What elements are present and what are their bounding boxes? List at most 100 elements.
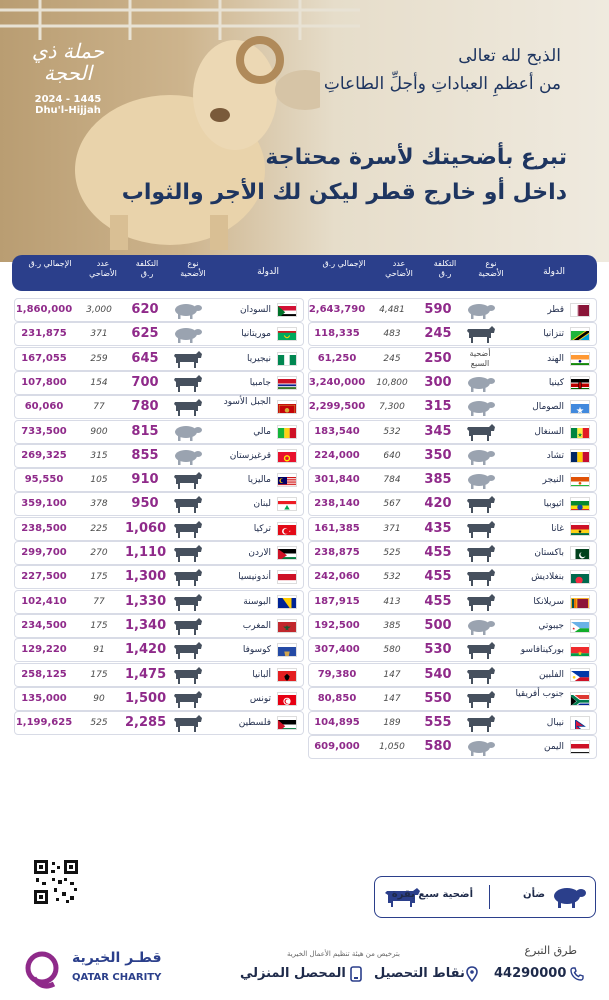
table-row: أندونيسيا 1,300 175 227,500 — [14, 565, 304, 590]
row-cost: 350 — [424, 447, 452, 463]
cow-icon — [173, 545, 203, 562]
flag-malaysia-icon — [277, 473, 297, 488]
table-row: السنغال 345 532 183,540 — [308, 419, 597, 444]
flag-pakistan-icon — [570, 546, 590, 560]
flag-kenya-icon — [570, 375, 590, 390]
row-count: 371 — [383, 523, 401, 534]
row-country: نيجيريا — [247, 353, 271, 364]
row-country: تنزانيا — [543, 329, 564, 340]
table-row: كينيا 300 10,800 3,240,000 — [308, 370, 597, 395]
flag-gambia-icon — [277, 375, 297, 390]
qr-code[interactable] — [32, 858, 80, 906]
flag-qatar-icon — [570, 303, 590, 317]
row-country: باكستان — [534, 548, 564, 558]
row-count: 371 — [90, 329, 108, 340]
row-count: 189 — [383, 718, 401, 729]
flag-sudan-icon — [277, 303, 297, 317]
row-total: 102,410 — [21, 595, 67, 607]
table-row: السودان 620 3,000 1,860,000 — [14, 298, 304, 322]
row-count: 245 — [383, 353, 401, 364]
row-cost: 2,285 — [125, 715, 167, 731]
row-country: الصومال — [532, 402, 564, 413]
hero-line-1: الذبح لله تعالى — [458, 46, 561, 66]
table-row: غانا 435 371 161,385 — [308, 516, 597, 541]
row-cost: 1,060 — [125, 520, 167, 536]
table-row: بوركينافاسو 530 580 307,400 — [308, 638, 597, 663]
row-country: جنوب أفريقيا — [515, 688, 564, 699]
cow-icon — [173, 374, 203, 392]
phone-number-link[interactable]: 44290000 — [494, 966, 566, 981]
fence-graphic — [0, 0, 360, 40]
row-count: 7,300 — [379, 402, 405, 413]
flag-jordan-icon — [277, 546, 297, 560]
row-country: غانا — [551, 523, 564, 534]
row-cost: 555 — [424, 715, 452, 731]
row-country: الهند — [547, 353, 564, 364]
collection-points-link[interactable]: نقاط التحصيل — [374, 966, 465, 981]
row-country: تشاد — [546, 450, 564, 461]
row-count: 4,481 — [379, 305, 405, 315]
row-count: 378 — [90, 499, 108, 510]
row-count: 385 — [383, 620, 401, 631]
home-collector-link[interactable]: المحصل المنزلي — [240, 966, 346, 981]
row-cost: 435 — [424, 520, 452, 536]
row-total: 104,895 — [314, 717, 360, 729]
row-cost: 590 — [424, 302, 452, 317]
row-total: 238,875 — [314, 547, 360, 558]
row-count: 259 — [90, 353, 108, 364]
row-cost: 455 — [424, 545, 452, 560]
row-country: السنغال — [534, 426, 564, 437]
row-cost: 385 — [424, 472, 452, 488]
row-cost: 245 — [424, 326, 452, 342]
row-country: موريتانيا — [241, 329, 271, 340]
row-total: 2,643,790 — [308, 304, 366, 315]
row-cost: 345 — [424, 423, 452, 439]
flag-niger-icon — [570, 473, 590, 488]
row-country: اثيوبيا — [543, 499, 564, 510]
phone-number: 44290000 — [494, 966, 567, 981]
hero-headline-2: داخل أو خارج قطر ليكن لك الأجر والثواب — [121, 180, 567, 205]
header-country-right: الدولة — [543, 267, 565, 277]
row-count: 225 — [90, 523, 108, 534]
hero-headline-1: تبرع بأضحيتك لأسرة محتاجة — [265, 145, 567, 170]
flag-senegal-icon — [570, 424, 590, 439]
hero-line-2: من أعظمِ العباداتِ وأجلِّ الطاعاتِ — [323, 74, 561, 94]
table-row: النيجر 385 784 301,840 — [308, 468, 597, 493]
row-cost: 300 — [424, 374, 452, 390]
cow-icon — [385, 888, 420, 907]
collection-points-label: نقاط التحصيل — [374, 966, 465, 981]
qatar-charity-logo: قطـر الخيرية QATAR CHARITY — [20, 950, 170, 990]
row-total: 258,125 — [21, 668, 67, 680]
table-row: الصومال 315 7,300 2,299,500 — [308, 395, 597, 420]
row-country: أندونيسيا — [238, 572, 271, 583]
row-cost: 625 — [131, 326, 159, 342]
header-total-right: الإجمالي ر.ق — [322, 259, 366, 268]
row-count: 3,000 — [86, 305, 112, 315]
row-total: 307,400 — [314, 644, 360, 656]
cow-icon — [466, 326, 496, 344]
row-country: قرغيزستان — [229, 450, 271, 461]
header-type-right: نوع الأضحية — [478, 259, 504, 278]
row-total: 234,500 — [21, 619, 67, 631]
row-total: 118,335 — [314, 328, 360, 340]
row-country: جامبيا — [249, 377, 271, 388]
flag-yemen-icon — [570, 740, 590, 755]
row-count: 77 — [93, 596, 105, 607]
header-count-left: عدد الأضاحي — [89, 259, 117, 278]
flag-ghana-icon — [570, 521, 590, 536]
legend-cow-label: أضحية سبع بقرة — [391, 889, 473, 900]
sheep-icon — [466, 472, 496, 490]
row-count: 175 — [90, 620, 108, 631]
row-total: 1,860,000 — [15, 304, 73, 315]
row-total: 167,055 — [21, 352, 67, 364]
row-total: 79,380 — [317, 668, 357, 680]
row-cost: 455 — [424, 569, 452, 585]
sheep-icon — [554, 888, 586, 908]
logo-text-en: QATAR CHARITY — [72, 972, 162, 983]
row-country: اليمن — [543, 742, 564, 753]
legend-divider — [489, 885, 490, 909]
table-row: نيبال 555 189 104,895 — [308, 711, 597, 736]
table-row: تركيا 1,060 225 238,500 — [14, 516, 304, 541]
row-total: 2,299,500 — [308, 401, 366, 413]
table-row: قرغيزستان 855 315 269,325 — [14, 443, 304, 468]
